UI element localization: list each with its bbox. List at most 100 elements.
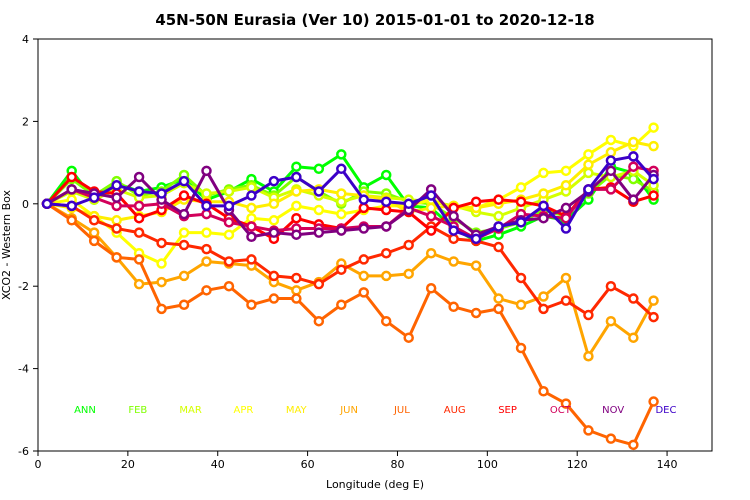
data-point xyxy=(291,200,302,212)
data-point xyxy=(648,122,659,133)
data-point xyxy=(605,155,617,166)
legend-label: NOV xyxy=(602,405,624,416)
data-point xyxy=(268,175,280,187)
data-point xyxy=(88,227,100,238)
data-point xyxy=(448,210,459,222)
data-point xyxy=(246,202,257,214)
data-point xyxy=(448,225,459,236)
data-point xyxy=(648,190,659,201)
data-point xyxy=(515,299,527,310)
data-point xyxy=(470,233,482,245)
data-point xyxy=(336,299,347,310)
data-point xyxy=(313,163,325,175)
data-point xyxy=(246,182,257,193)
data-point xyxy=(313,315,325,327)
data-point xyxy=(538,291,549,302)
data-point xyxy=(178,190,190,201)
legend-label: MAR xyxy=(179,405,201,416)
data-point xyxy=(268,270,280,282)
data-point xyxy=(583,149,594,160)
data-point xyxy=(336,208,347,220)
data-point xyxy=(178,175,190,187)
y-axis: -6 -4 -2 0 2 4 xyxy=(18,33,38,458)
data-point xyxy=(403,268,414,280)
data-point xyxy=(515,196,527,207)
data-point xyxy=(66,200,77,212)
data-point xyxy=(560,223,572,234)
data-point xyxy=(201,188,212,199)
data-point xyxy=(156,237,167,249)
data-point xyxy=(648,295,659,306)
data-point xyxy=(538,386,549,397)
data-point xyxy=(201,227,212,238)
data-point xyxy=(156,303,167,315)
data-point xyxy=(133,254,145,265)
data-point xyxy=(313,278,325,290)
data-point xyxy=(648,311,659,323)
data-point xyxy=(493,194,504,205)
legend-label: JUN xyxy=(339,405,358,416)
data-point xyxy=(223,200,235,212)
data-point xyxy=(88,192,100,203)
y-axis-label: XCO2 - Western Box xyxy=(0,189,13,300)
data-point xyxy=(538,212,549,224)
data-point xyxy=(358,270,370,282)
data-point xyxy=(560,272,572,284)
data-point xyxy=(156,188,167,199)
data-point xyxy=(358,287,370,298)
series-line xyxy=(46,202,655,319)
data-point xyxy=(605,134,617,146)
x-tick-label: 0 xyxy=(35,458,42,471)
data-point xyxy=(88,215,100,226)
data-point xyxy=(358,223,370,234)
data-point xyxy=(380,315,392,327)
data-point xyxy=(246,190,257,201)
x-tick-label: 40 xyxy=(211,458,225,471)
series-line xyxy=(46,202,655,447)
data-point xyxy=(628,332,639,343)
data-point xyxy=(246,254,257,265)
data-point xyxy=(583,167,594,179)
data-point xyxy=(583,350,594,362)
data-point xyxy=(133,212,145,224)
data-point xyxy=(403,239,414,251)
data-point xyxy=(291,171,302,183)
data-point xyxy=(313,204,325,216)
data-point xyxy=(583,309,594,321)
data-point xyxy=(470,196,482,207)
series-jul xyxy=(41,198,659,451)
series-line xyxy=(46,169,655,218)
data-point xyxy=(605,315,617,327)
series-line xyxy=(46,126,655,266)
data-point xyxy=(560,295,572,306)
data-point xyxy=(628,173,639,185)
data-point xyxy=(425,225,437,236)
data-point xyxy=(560,202,572,214)
data-point xyxy=(133,278,145,290)
data-point xyxy=(583,425,594,436)
data-point xyxy=(380,221,392,232)
legend-label: OCT xyxy=(550,405,572,416)
data-point xyxy=(291,161,302,172)
data-point xyxy=(313,227,325,238)
data-point xyxy=(268,227,280,238)
series-line xyxy=(46,169,655,239)
data-point xyxy=(246,299,257,310)
data-point xyxy=(201,243,212,255)
data-point xyxy=(268,198,280,210)
legend-label: ANN xyxy=(74,405,96,416)
data-point xyxy=(223,186,235,197)
data-point xyxy=(178,299,190,310)
data-point xyxy=(291,285,302,296)
data-point xyxy=(201,285,212,296)
data-point xyxy=(470,307,482,319)
x-axis-label: Longitude (deg E) xyxy=(326,478,424,491)
legend-label: FEB xyxy=(128,405,147,416)
data-point xyxy=(223,280,235,292)
data-point xyxy=(538,167,549,179)
data-point xyxy=(111,180,122,191)
data-point xyxy=(515,272,527,284)
series-dec xyxy=(41,151,659,245)
data-point xyxy=(448,233,459,245)
data-point xyxy=(336,188,347,199)
